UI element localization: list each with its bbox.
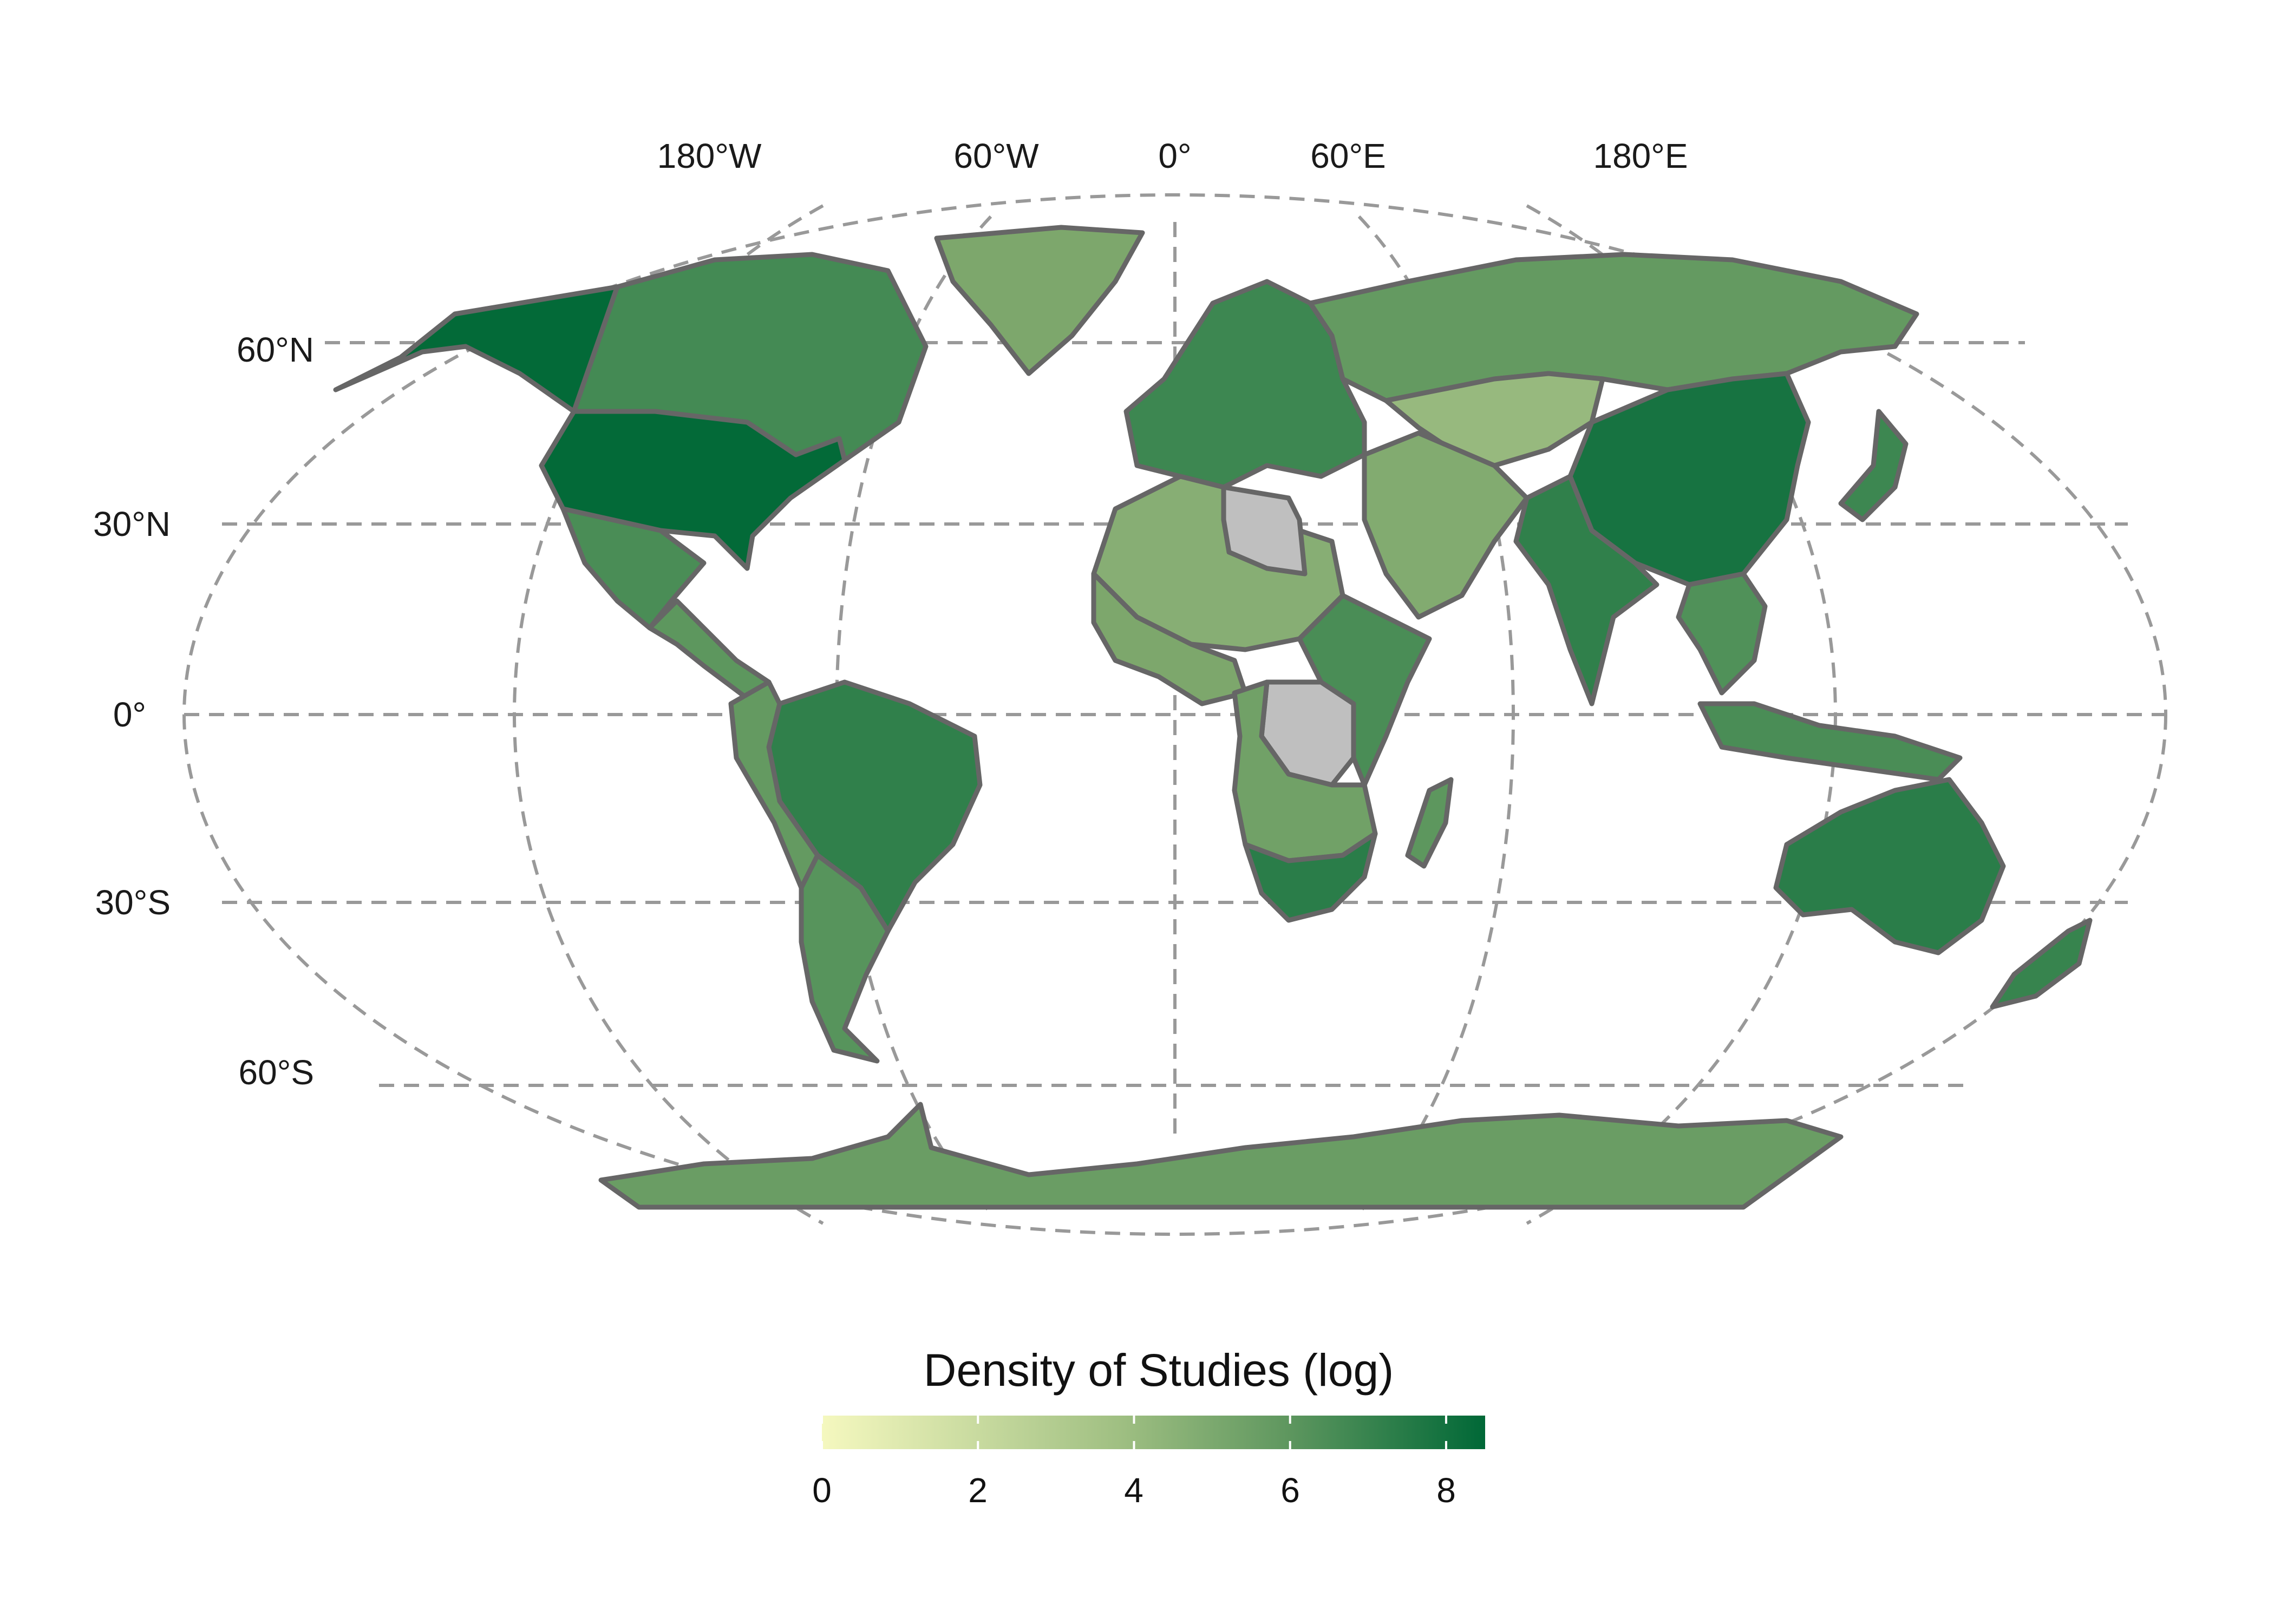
legend-tick-label-6: 6 xyxy=(1280,1471,1300,1510)
lon-label-180e: 180°E xyxy=(1593,136,1688,175)
legend-tick-label-4: 4 xyxy=(1124,1471,1143,1510)
lon-label-60e: 60°E xyxy=(1310,136,1386,175)
legend-tick-label-8: 8 xyxy=(1436,1471,1456,1510)
region-japan[interactable] xyxy=(1838,409,1909,522)
legend-tick-labels: 0 2 4 6 8 xyxy=(812,1471,1456,1510)
region-central-america[interactable] xyxy=(647,598,772,701)
lat-label-60n: 60°N xyxy=(237,330,314,369)
region-indonesia[interactable] xyxy=(1697,701,1963,782)
region-south-africa[interactable] xyxy=(1243,831,1378,923)
lat-label-60s: 60°S xyxy=(239,1053,314,1092)
region-antarctica[interactable] xyxy=(598,1102,1844,1210)
lat-label-30s: 30°S xyxy=(95,883,171,922)
region-madagascar[interactable] xyxy=(1405,777,1454,869)
region-russia[interactable] xyxy=(1308,252,1919,403)
region-middle-east[interactable] xyxy=(1362,430,1530,620)
lon-label-180w: 180°W xyxy=(657,136,762,175)
lon-label-0: 0° xyxy=(1158,136,1191,175)
legend: Density of Studies (log) 0 2 4 6 8 xyxy=(812,1345,1485,1510)
lat-label-30n: 30°N xyxy=(93,505,171,543)
region-australia[interactable] xyxy=(1773,777,2006,955)
legend-tick-label-0: 0 xyxy=(812,1471,832,1510)
latitude-labels: 60°N 30°N 0° 30°S 60°S xyxy=(93,330,314,1092)
region-libya[interactable] xyxy=(1221,484,1308,577)
legend-tick-label-2: 2 xyxy=(968,1471,988,1510)
region-alaska[interactable] xyxy=(333,284,620,414)
region-argentina[interactable] xyxy=(799,853,891,1064)
country-regions xyxy=(333,225,2093,1210)
region-mexico[interactable] xyxy=(560,506,707,631)
region-new-zealand[interactable] xyxy=(1990,918,2093,1010)
legend-tick-marks xyxy=(821,1416,1447,1449)
lat-label-0: 0° xyxy=(113,695,146,734)
longitude-labels: 180°W 60°W 0° 60°E 180°E xyxy=(657,136,1688,175)
legend-title: Density of Studies (log) xyxy=(924,1345,1394,1396)
region-greenland[interactable] xyxy=(934,225,1145,376)
lon-label-60w: 60°W xyxy=(953,136,1039,175)
region-southeast-asia[interactable] xyxy=(1676,571,1768,696)
region-east-africa[interactable] xyxy=(1297,593,1432,788)
region-west-africa[interactable] xyxy=(1091,571,1248,706)
legend-colorbar xyxy=(822,1416,1485,1449)
region-india[interactable] xyxy=(1513,474,1659,706)
meridian-60e xyxy=(1357,215,1515,1214)
